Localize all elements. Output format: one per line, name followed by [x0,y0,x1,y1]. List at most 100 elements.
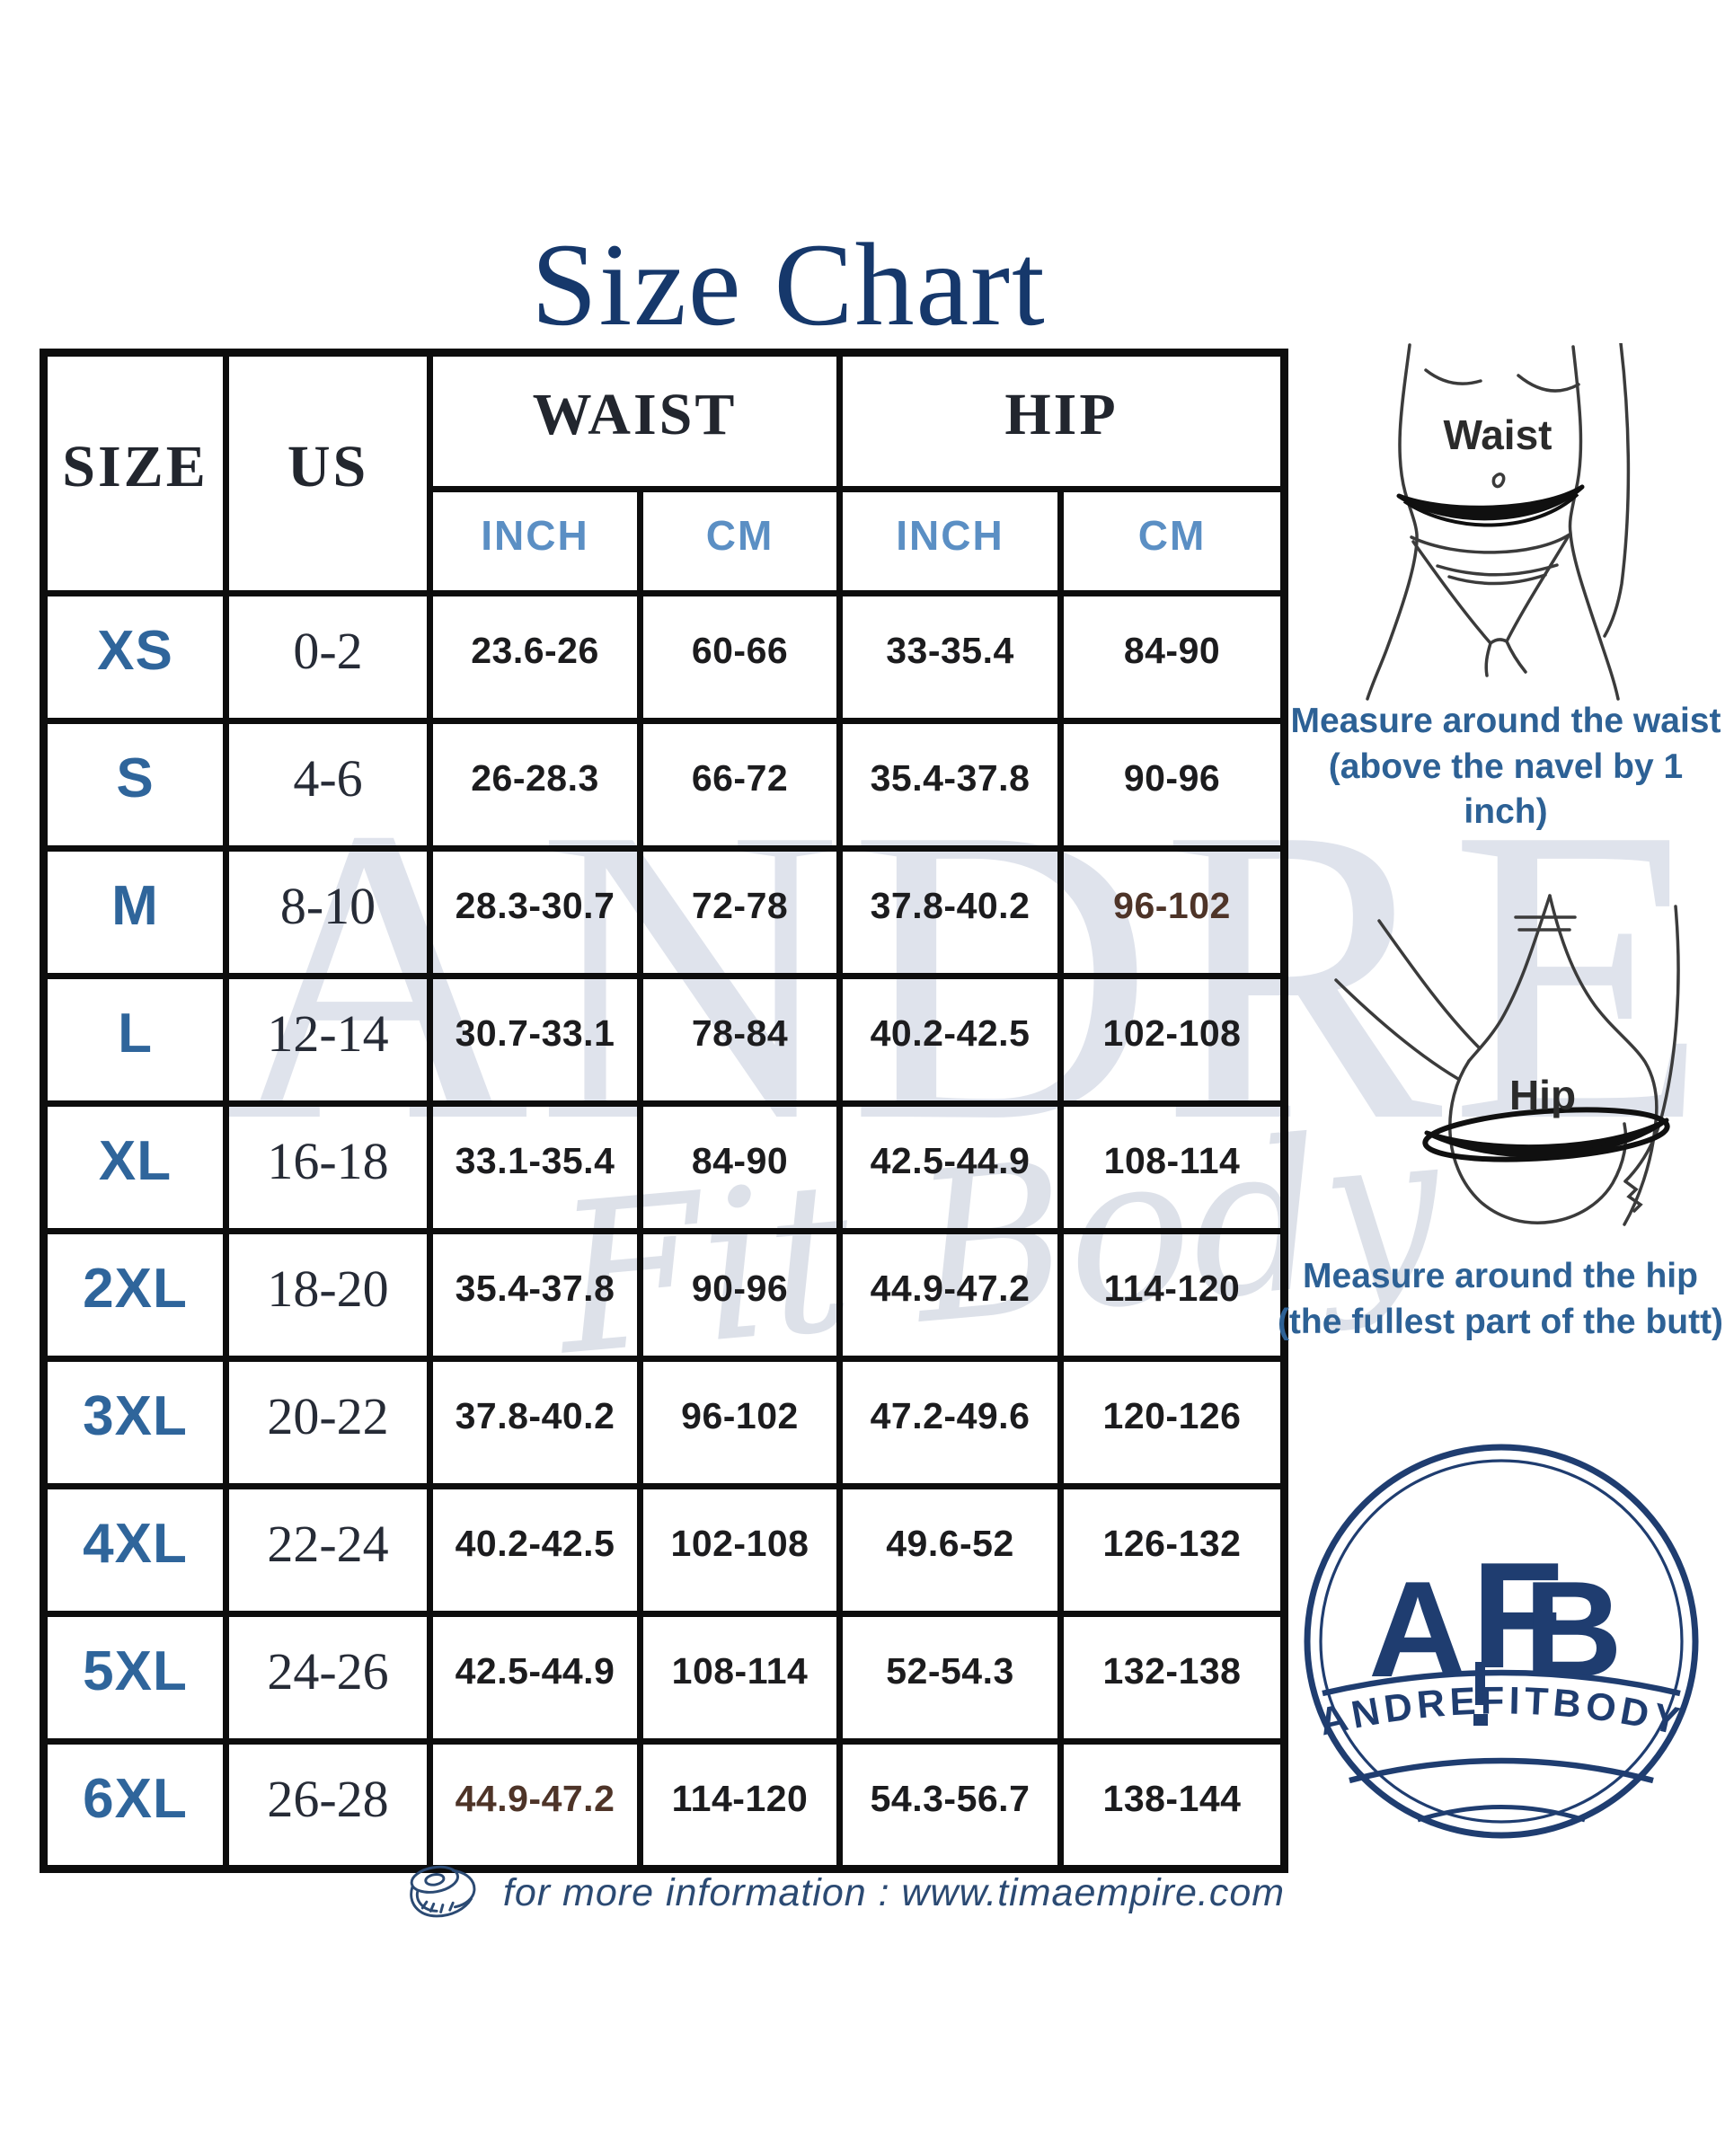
hip-caption-line1: Measure around the hip [1303,1257,1698,1295]
logo-monogram-stem [1475,1662,1485,1705]
table-row: S 4-6 26-28.3 66-72 35.4-37.8 90-96 [40,718,1287,852]
cell-hip-inch: 33-35.4 [836,590,1064,724]
waist-caption: Measure around the waist (above the nave… [1287,699,1725,835]
table-row: 2XL 18-20 35.4-37.8 90-96 44.9-47.2 114-… [40,1228,1287,1362]
cell-us: 24-26 [223,1611,433,1745]
cell-waist-cm: 72-78 [637,845,843,979]
size-table-body: XS 0-2 23.6-26 60-66 33-35.4 84-90 S 4-6… [40,590,1287,1872]
hip-label: Hip [1509,1072,1576,1118]
col-header-us: US [223,349,433,596]
cell-size: 4XL [40,1483,229,1617]
table-row: L 12-14 30.7-33.1 78-84 40.2-42.5 102-10… [40,973,1287,1107]
cell-us: 22-24 [223,1483,433,1617]
tape-measure-icon [410,1865,476,1918]
page-title: Size Chart [531,218,1047,350]
cell-us: 4-6 [223,718,433,852]
cell-hip-cm: 90-96 [1057,718,1287,852]
cell-size: S [40,718,229,852]
cell-hip-inch: 49.6-52 [836,1483,1064,1617]
cell-waist-cm: 90-96 [637,1228,843,1362]
waist-band [1396,484,1585,521]
hip-caption-line2: (the fullest part of the butt) [1277,1302,1724,1341]
cell-hip-inch: 42.5-44.9 [836,1100,1064,1234]
cell-waist-inch: 23.6-26 [427,590,643,724]
hip-band [1424,1118,1669,1158]
cell-waist-inch: 33.1-35.4 [427,1100,643,1234]
cell-waist-inch: 40.2-42.5 [427,1483,643,1617]
table-row: 6XL 26-28 44.9-47.2 114-120 54.3-56.7 13… [40,1738,1287,1872]
col-header-waist: WAIST [427,349,843,492]
table-row: 5XL 24-26 42.5-44.9 108-114 52-54.3 132-… [40,1611,1287,1745]
cell-waist-cm: 96-102 [637,1356,843,1489]
col-header-hip: HIP [836,349,1287,492]
logo-monogram-dot [1473,1714,1488,1726]
logo-inner-ring [1319,1459,1684,1824]
cell-waist-inch: 44.9-47.2 [427,1738,643,1872]
brand-logo: A F B ANDREFITBODY [1304,1444,1699,1839]
subheader-waist-cm: CM [637,486,843,596]
cell-size: 5XL [40,1611,229,1745]
cell-waist-cm: 102-108 [637,1483,843,1617]
cell-size: XS [40,590,229,724]
cell-hip-cm: 102-108 [1057,973,1287,1107]
table-row: XS 0-2 23.6-26 60-66 33-35.4 84-90 [40,590,1287,724]
cell-us: 0-2 [223,590,433,724]
table-header-row: SIZE US WAIST HIP [40,349,1287,596]
cell-hip-inch: 37.8-40.2 [836,845,1064,979]
cell-waist-inch: 26-28.3 [427,718,643,852]
hip-illustration: Hip [1334,894,1680,1226]
cell-hip-cm: 126-132 [1057,1483,1287,1617]
waist-caption-line2: (above the navel by 1 inch) [1328,747,1684,832]
cell-hip-cm: 120-126 [1057,1356,1287,1489]
table-row: XL 16-18 33.1-35.4 84-90 42.5-44.9 108-1… [40,1100,1287,1234]
waist-label: Waist [1444,411,1552,458]
cell-waist-cm: 108-114 [637,1611,843,1745]
cell-waist-cm: 60-66 [637,590,843,724]
cell-hip-cm: 132-138 [1057,1611,1287,1745]
size-table: SIZE US WAIST HIP INCH CM INCH CM XS 0-2… [40,349,1288,1873]
cell-us: 18-20 [223,1228,433,1362]
cell-waist-inch: 37.8-40.2 [427,1356,643,1489]
hip-caption: Measure around the hip (the fullest part… [1276,1254,1725,1345]
cell-hip-inch: 35.4-37.8 [836,718,1064,852]
cell-hip-inch: 54.3-56.7 [836,1738,1064,1872]
cell-size: XL [40,1100,229,1234]
cell-waist-inch: 30.7-33.1 [427,973,643,1107]
cell-waist-cm: 84-90 [637,1100,843,1234]
cell-us: 16-18 [223,1100,433,1234]
cell-us: 26-28 [223,1738,433,1872]
cell-waist-cm: 66-72 [637,718,843,852]
cell-us: 20-22 [223,1356,433,1489]
cell-hip-inch: 47.2-49.6 [836,1356,1064,1489]
cell-size: 6XL [40,1738,229,1872]
subheader-hip-cm: CM [1057,486,1287,596]
cell-us: 12-14 [223,973,433,1107]
waist-caption-line1: Measure around the waist [1290,702,1721,740]
logo-banner-bottom [1349,1757,1654,1784]
waist-illustration: Waist [1366,343,1631,701]
cell-hip-cm: 114-120 [1057,1228,1287,1362]
table-row: M 8-10 28.3-30.7 72-78 37.8-40.2 96-102 [40,845,1287,979]
cell-hip-cm: 84-90 [1057,590,1287,724]
logo-outer-ring [1304,1444,1699,1839]
cell-size: M [40,845,229,979]
subheader-hip-inch: INCH [836,486,1064,596]
cell-hip-cm: 138-144 [1057,1738,1287,1872]
col-header-size: SIZE [40,349,229,596]
cell-hip-inch: 44.9-47.2 [836,1228,1064,1362]
cell-size: L [40,973,229,1107]
cell-hip-cm: 96-102 [1057,845,1287,979]
cell-us: 8-10 [223,845,433,979]
table-row: 4XL 22-24 40.2-42.5 102-108 49.6-52 126-… [40,1483,1287,1617]
footer: for more information : www.timaempire.co… [323,1861,1366,1924]
table-row: 3XL 20-22 37.8-40.2 96-102 47.2-49.6 120… [40,1356,1287,1489]
logo-banner-top [1322,1669,1681,1697]
subheader-waist-inch: INCH [427,486,643,596]
cell-size: 3XL [40,1356,229,1489]
cell-waist-cm: 114-120 [637,1738,843,1872]
cell-size: 2XL [40,1228,229,1362]
cell-hip-cm: 108-114 [1057,1100,1287,1234]
logo-banner-lower [1417,1805,1586,1823]
cell-waist-inch: 28.3-30.7 [427,845,643,979]
